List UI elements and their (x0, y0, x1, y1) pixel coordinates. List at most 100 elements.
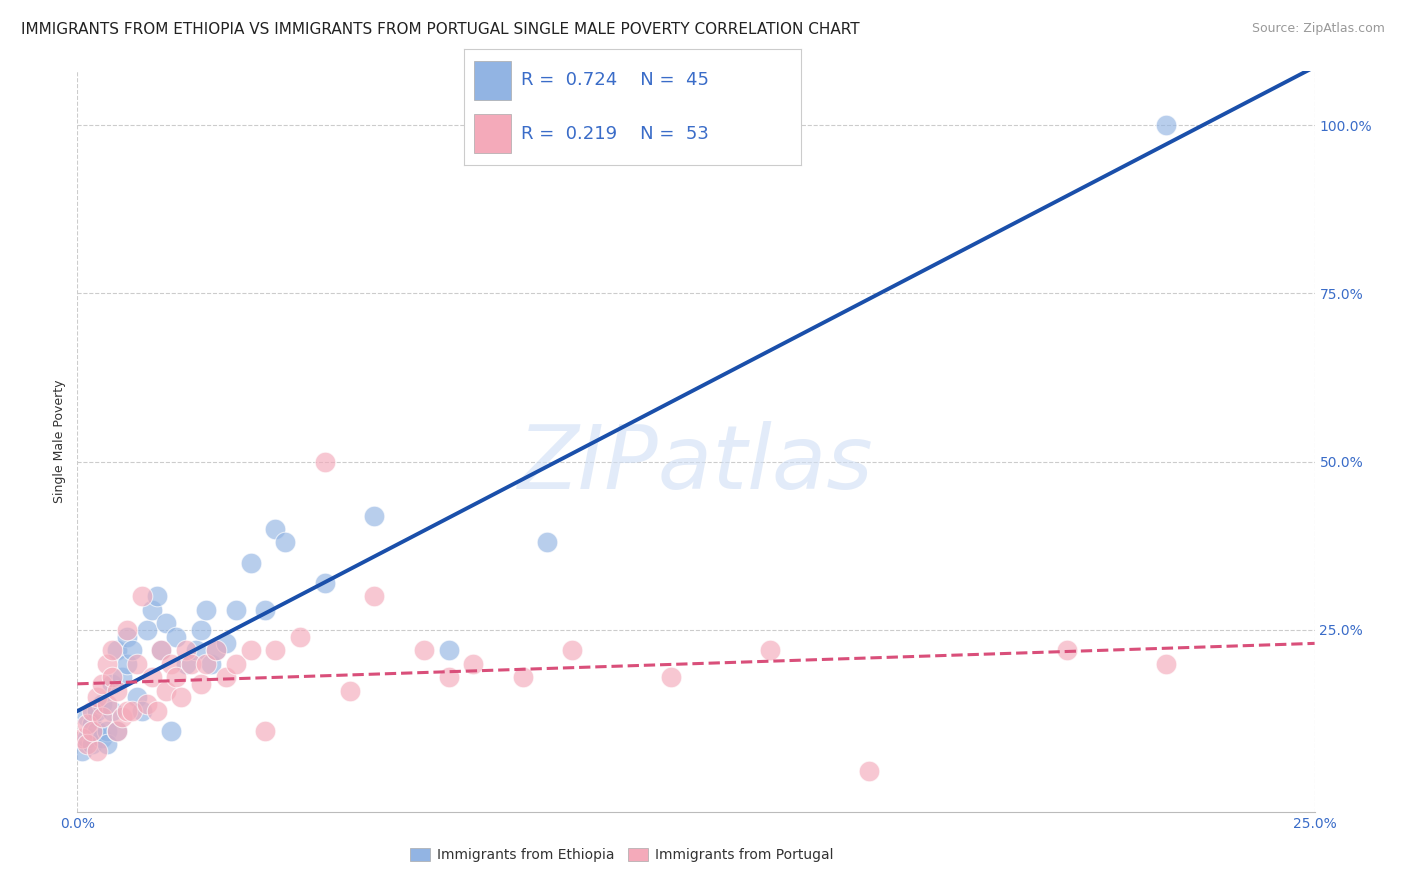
Point (96, 657, 118, 671)
Point (288, 630, 311, 644)
Point (76, 717, 98, 731)
Point (86, 704, 108, 718)
Point (437, 643, 460, 657)
Point (105, 723, 128, 738)
Text: ZIPatlas: ZIPatlas (519, 421, 873, 507)
Text: IMMIGRANTS FROM ETHIOPIA VS IMMIGRANTS FROM PORTUGAL SINGLE MALE POVERTY CORRELA: IMMIGRANTS FROM ETHIOPIA VS IMMIGRANTS F… (21, 22, 859, 37)
Point (239, 643, 262, 657)
Bar (474, 61, 512, 100)
Point (135, 697, 157, 711)
Point (131, 704, 153, 718)
Point (145, 590, 167, 604)
Point (155, 683, 177, 698)
Point (155, 616, 177, 631)
Point (91, 697, 114, 711)
Point (200, 657, 222, 671)
Point (314, 455, 336, 469)
Point (1154, 118, 1177, 132)
Point (160, 657, 183, 671)
Text: R =  0.724    N =  45: R = 0.724 N = 45 (522, 71, 710, 89)
Point (339, 683, 361, 698)
Point (190, 677, 212, 691)
Text: Source: ZipAtlas.com: Source: ZipAtlas.com (1251, 22, 1385, 36)
Point (165, 630, 187, 644)
Point (141, 670, 163, 684)
Point (512, 670, 534, 684)
Point (82, 738, 104, 752)
Point (86, 744, 108, 758)
Point (72, 731, 94, 745)
Point (254, 723, 277, 738)
Legend: Immigrants from Ethiopia, Immigrants from Portugal: Immigrants from Ethiopia, Immigrants fro… (405, 842, 838, 868)
Point (125, 657, 148, 671)
Point (215, 670, 238, 684)
Point (150, 643, 173, 657)
Point (86, 723, 108, 738)
Point (101, 704, 124, 718)
Point (96, 723, 118, 738)
Point (121, 704, 143, 718)
Point (195, 603, 218, 617)
Point (86, 690, 108, 705)
Point (184, 643, 207, 657)
Point (437, 670, 460, 684)
Point (264, 643, 287, 657)
Point (135, 623, 157, 637)
Point (858, 764, 880, 779)
Point (561, 643, 583, 657)
Point (141, 603, 163, 617)
Point (101, 670, 124, 684)
Point (115, 630, 138, 644)
Point (225, 657, 247, 671)
Point (363, 508, 385, 523)
Point (82, 717, 104, 731)
Point (264, 522, 287, 536)
Point (412, 643, 434, 657)
Text: R =  0.219    N =  53: R = 0.219 N = 53 (522, 125, 709, 143)
Point (254, 603, 277, 617)
Point (105, 723, 128, 738)
Point (96, 697, 118, 711)
Point (174, 643, 197, 657)
Point (76, 731, 98, 745)
Point (170, 690, 193, 705)
Point (239, 556, 262, 570)
Point (274, 535, 297, 549)
Point (111, 670, 134, 684)
Point (82, 723, 104, 738)
Point (125, 690, 148, 705)
Y-axis label: Single Male Poverty: Single Male Poverty (53, 380, 66, 503)
Point (1056, 643, 1078, 657)
Point (165, 670, 187, 684)
Point (115, 623, 138, 637)
Bar (474, 114, 512, 153)
Point (225, 603, 247, 617)
Point (91, 677, 114, 691)
Point (659, 670, 682, 684)
Point (215, 636, 238, 650)
Point (195, 657, 218, 671)
Point (72, 744, 94, 758)
Point (115, 657, 138, 671)
Point (131, 590, 153, 604)
Point (96, 738, 118, 752)
Point (314, 575, 336, 590)
Point (91, 731, 114, 745)
Point (105, 683, 128, 698)
Point (205, 643, 228, 657)
Point (1154, 657, 1177, 671)
Point (174, 657, 197, 671)
Point (101, 643, 124, 657)
Point (205, 643, 228, 657)
Point (105, 643, 128, 657)
Point (111, 710, 134, 724)
Point (115, 704, 138, 718)
Point (759, 643, 782, 657)
Point (101, 677, 124, 691)
Point (82, 704, 104, 718)
Point (76, 738, 98, 752)
Point (180, 657, 202, 671)
Point (463, 657, 485, 671)
Point (363, 590, 385, 604)
Point (160, 723, 183, 738)
